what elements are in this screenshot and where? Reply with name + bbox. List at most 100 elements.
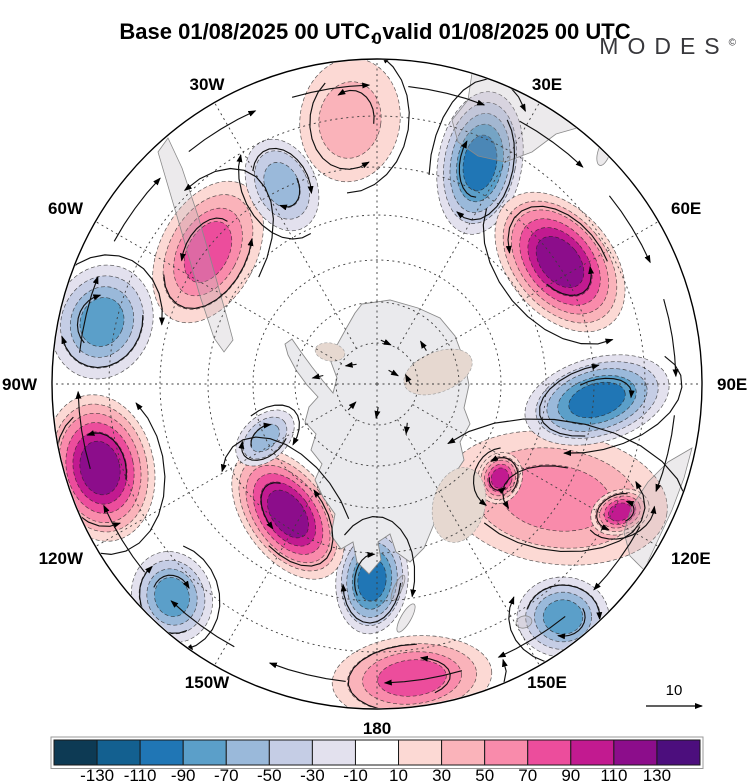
coastlines: [157, 72, 693, 633]
graticule: [53, 60, 701, 708]
wind-arrow: [593, 526, 641, 591]
map-boundary-circle: [51, 58, 703, 710]
wind-arrow: [250, 422, 272, 447]
colorbar-cell: [613, 739, 658, 766]
wind-arrow: [354, 551, 376, 596]
meridian-line: [412, 221, 659, 364]
wind-arrow: [403, 422, 410, 435]
wind-arrow: [182, 545, 221, 651]
wind-arrow: [238, 437, 287, 461]
land-anomaly-patch: [314, 342, 346, 362]
wind-arrow: [153, 574, 190, 590]
latitude-circle: [252, 259, 502, 509]
colorbar-cell: [354, 739, 400, 766]
negative-anomaly-blob: [524, 354, 670, 446]
wind-arrow: [482, 208, 614, 345]
colorbar-tick-label: 30: [432, 766, 451, 783]
colorbar-cell: [225, 739, 270, 766]
coastline-new-zealand: [396, 603, 416, 633]
colorbar-tick-label: -50: [257, 766, 282, 783]
wind-arrow: [236, 154, 312, 240]
longitude-label: 90W: [2, 375, 38, 394]
reference-arrow: 10: [646, 682, 703, 709]
colorbar-cell: [53, 739, 98, 766]
colorbar-cell: [96, 739, 141, 766]
longitude-label: 0: [372, 29, 381, 48]
wind-arrow: [344, 361, 357, 368]
wind-arrow: [61, 314, 144, 369]
modes-logo: MODES©: [599, 33, 736, 60]
longitude-label: 60W: [48, 199, 84, 218]
wind-arrow: [539, 363, 600, 437]
colorbar-frame: [50, 736, 704, 769]
meridian-line: [412, 404, 659, 547]
wind-arrow: [497, 615, 566, 658]
anomaly-contour: [535, 236, 585, 288]
colorbar-cell: [570, 739, 615, 766]
wind-arrow: [388, 369, 399, 377]
wind-arrow: [188, 110, 257, 153]
latitude-circle: [335, 342, 419, 426]
wind-arrow: [344, 516, 417, 598]
colorbar-cell: [656, 739, 701, 766]
wind-arrow: [268, 662, 346, 682]
wind-arrow: [456, 119, 516, 221]
negative-anomaly-blob: [53, 264, 154, 380]
colorbar-tick-label: -110: [124, 766, 157, 783]
wind-arrow: [291, 82, 371, 98]
wind-arrow: [79, 275, 99, 353]
wind-arrow: [596, 493, 628, 531]
wind-arrow: [405, 373, 412, 385]
wind-arrow: [408, 86, 486, 106]
anomaly-contour: [318, 81, 382, 159]
wind-arrow: [75, 390, 91, 470]
land-anomaly-patch: [431, 467, 487, 543]
wind-arrow: [420, 340, 427, 351]
wind-arrow: [344, 658, 508, 708]
wind-arrow: [490, 455, 519, 493]
colorbar-cell: [311, 739, 356, 766]
wind-arrow: [546, 265, 595, 296]
anomaly-contour: [79, 440, 121, 496]
meridian-line: [214, 102, 357, 349]
meridian-line: [397, 419, 540, 666]
wind-arrow: [488, 477, 507, 495]
wind-arrow: [663, 298, 679, 378]
latitude-circle: [207, 214, 547, 554]
colorbar-tick-label: 110: [600, 766, 627, 783]
colorbar-tick-label: 90: [561, 766, 580, 783]
wind-arrow: [95, 402, 166, 555]
colorbar-cell: [398, 739, 443, 766]
colorbar-tick-label: -90: [171, 766, 196, 783]
wind-arrow: [519, 120, 584, 168]
wind-arrow: [268, 489, 334, 567]
meridian-line: [214, 419, 357, 666]
colorbar: -130 -110 -90 -70 -50 -30 -10 10 30 50 70 90 110 130: [50, 736, 704, 783]
colorbar-tick-label: -30: [300, 766, 325, 783]
latitude-circle: [159, 166, 595, 602]
wind-arrow: [380, 339, 392, 346]
wind-arrow: [76, 294, 102, 344]
wind-arrow: [337, 88, 375, 124]
wind-arrow: [346, 60, 410, 194]
negative-anomaly-blob: [244, 138, 320, 232]
wind-arrow: [458, 140, 477, 198]
anomaly-contour: [154, 577, 190, 617]
longitude-label: 150W: [185, 673, 230, 692]
positive-anomaly-blob: [299, 60, 401, 183]
wind-arrow: [347, 643, 417, 708]
wind-arrow: [180, 217, 228, 262]
wind-arrow: [309, 82, 370, 170]
longitude-label: 120W: [39, 549, 84, 568]
wind-arrow: [383, 670, 463, 686]
reference-arrow-label: 10: [666, 682, 683, 699]
copyright-mark: ©: [728, 37, 736, 49]
wind-arrow: [278, 177, 301, 211]
anomaly-contour: [183, 221, 233, 283]
wind-arrow: [501, 465, 568, 510]
colorbar-tick-label: 130: [643, 766, 671, 783]
wind-arrow: [563, 355, 683, 456]
coastline-australia: [623, 447, 693, 571]
anomaly-contour: [462, 134, 498, 192]
colorbar-cell: [139, 739, 184, 766]
